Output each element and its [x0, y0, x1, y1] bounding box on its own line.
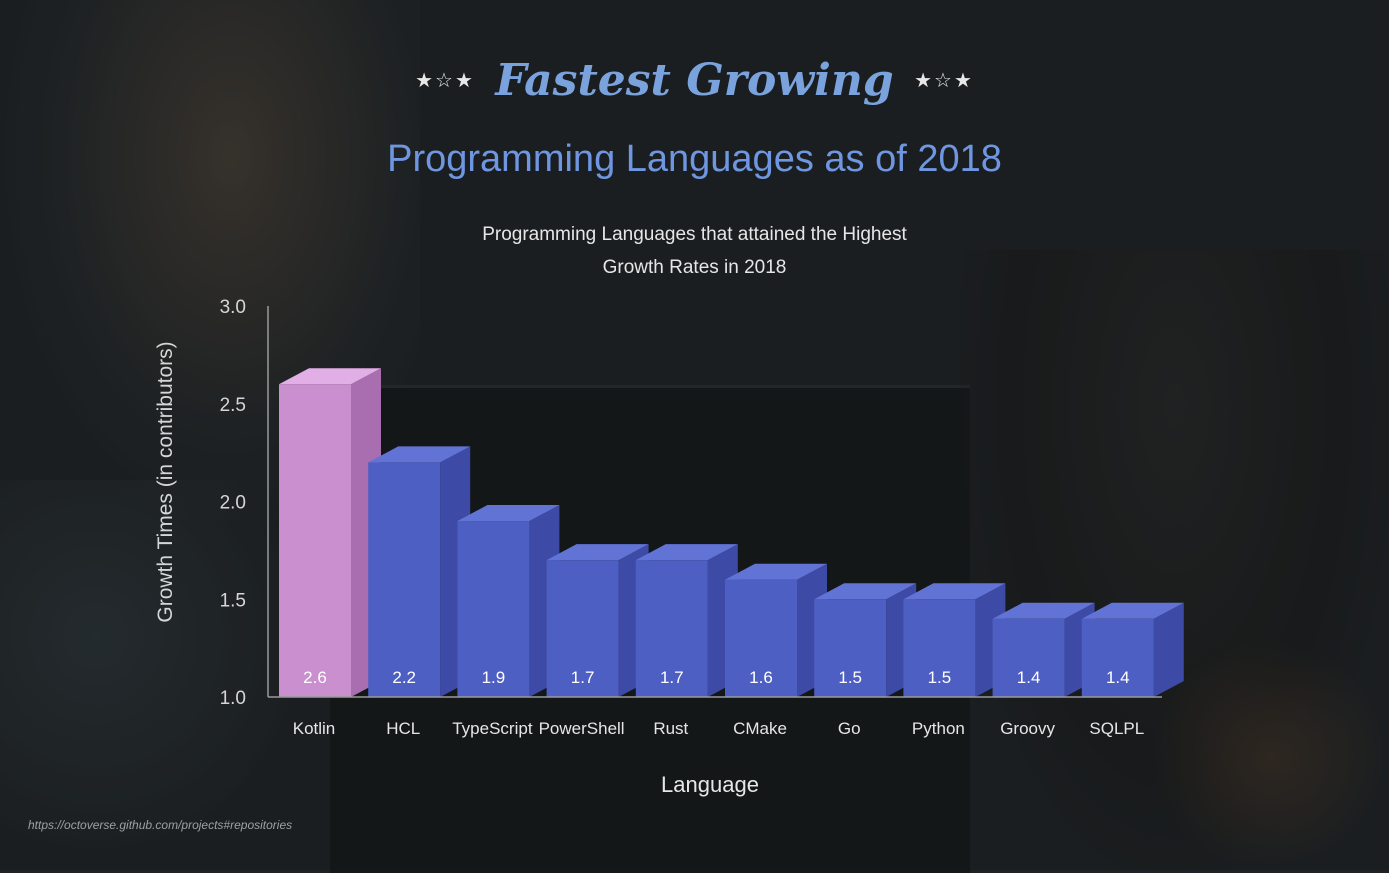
stars-right-icon: ★☆★: [914, 70, 974, 92]
bar-typescript: 1.9: [457, 505, 560, 697]
bar-top-face: [1081, 602, 1184, 619]
y-tick-label: 2.0: [220, 493, 246, 514]
header-row: ★☆★ Fastest Growing ★☆★: [0, 55, 1389, 106]
bar-sqlpl: 1.4: [1081, 602, 1184, 697]
background-lamp: [0, 480, 320, 870]
bar-value-label: 1.4: [1106, 668, 1130, 687]
x-tick-label: HCL: [386, 719, 420, 738]
background-shirt: [1150, 640, 1389, 870]
x-tick-label: PowerShell: [539, 719, 625, 738]
bar-value-label: 1.6: [749, 668, 773, 687]
x-tick-label: SQLPL: [1089, 719, 1144, 738]
bar-top-face: [368, 446, 471, 463]
chart-subtitle: Programming Languages that attained the …: [0, 218, 1389, 284]
script-title: Fastest Growing: [495, 55, 894, 106]
bar-side-face: [1153, 602, 1184, 697]
bar-value-label: 1.7: [571, 668, 595, 687]
bar-hcl: 2.2: [368, 446, 471, 697]
x-tick-label: Go: [838, 719, 861, 738]
source-link[interactable]: https://octoverse.github.com/projects#re…: [28, 818, 293, 832]
bar-front-face: [368, 462, 441, 697]
bar-value-label: 1.4: [1017, 668, 1041, 687]
y-tick-label: 2.5: [220, 395, 246, 416]
bar-value-label: 1.7: [660, 668, 684, 687]
bar-front-face: [279, 384, 351, 697]
y-axis-title: Growth Times (in contributors): [154, 341, 177, 622]
bar-top-face: [992, 602, 1095, 619]
x-axis-labels: Kotlin HCL TypeScript PowerShell Rust CMake Go…: [293, 719, 1144, 738]
bar-top-face: [814, 583, 917, 600]
bar-top-face: [546, 544, 649, 561]
bar-cmake: 1.6: [725, 563, 827, 697]
stars-left-icon: ★☆★: [415, 70, 475, 92]
bar-python: 1.5: [903, 583, 1006, 697]
bar-value-label: 2.6: [303, 668, 327, 687]
bar-front-face: [635, 560, 708, 697]
x-tick-label: Kotlin: [293, 719, 336, 738]
bar-value-label: 2.2: [392, 668, 416, 687]
bars-group: 2.6 2.2 1.9 1.7 1.7 1.6 1.5 1.5 1.4 1.4: [279, 368, 1184, 697]
bar-top-face: [457, 505, 560, 522]
subtitle-line-1: Programming Languages that attained the …: [482, 224, 907, 245]
bar-groovy: 1.4: [992, 602, 1095, 697]
x-tick-label: Groovy: [1000, 719, 1055, 738]
bar-top-face: [903, 583, 1006, 600]
background-person: [960, 250, 1389, 870]
y-tick-label: 1.5: [220, 590, 246, 611]
main-title: Programming Languages as of 2018: [387, 138, 1002, 180]
y-tick-label: 1.0: [220, 688, 246, 709]
bar-go: 1.5: [814, 583, 917, 697]
bar-top-face: [725, 563, 827, 580]
bar-value-label: 1.5: [838, 668, 862, 687]
y-axis-ticks: 1.0 1.5 2.0 2.5 3.0: [220, 297, 246, 709]
bar-top-face: [635, 544, 738, 561]
bar-front-face: [457, 521, 530, 697]
bar-front-face: [546, 560, 619, 697]
bar-front-face: [814, 599, 887, 697]
x-tick-label: TypeScript: [452, 719, 533, 738]
bar-value-label: 1.5: [928, 668, 952, 687]
x-tick-label: CMake: [733, 719, 787, 738]
bar-rust: 1.7: [635, 544, 738, 697]
bar-kotlin: 2.6: [279, 368, 381, 697]
x-tick-label: Rust: [653, 719, 688, 738]
x-axis-title: Language: [661, 772, 759, 797]
x-tick-label: Python: [912, 719, 965, 738]
bar-front-face: [992, 618, 1065, 697]
bar-powershell: 1.7: [546, 544, 649, 697]
subtitle-line-2: Growth Rates in 2018: [602, 257, 787, 278]
bar-top-face: [279, 368, 381, 385]
bar-front-face: [725, 579, 797, 697]
bar-front-face: [903, 599, 976, 697]
y-tick-label: 3.0: [220, 297, 246, 318]
bar-value-label: 1.9: [482, 668, 506, 687]
bar-front-face: [1081, 618, 1154, 697]
